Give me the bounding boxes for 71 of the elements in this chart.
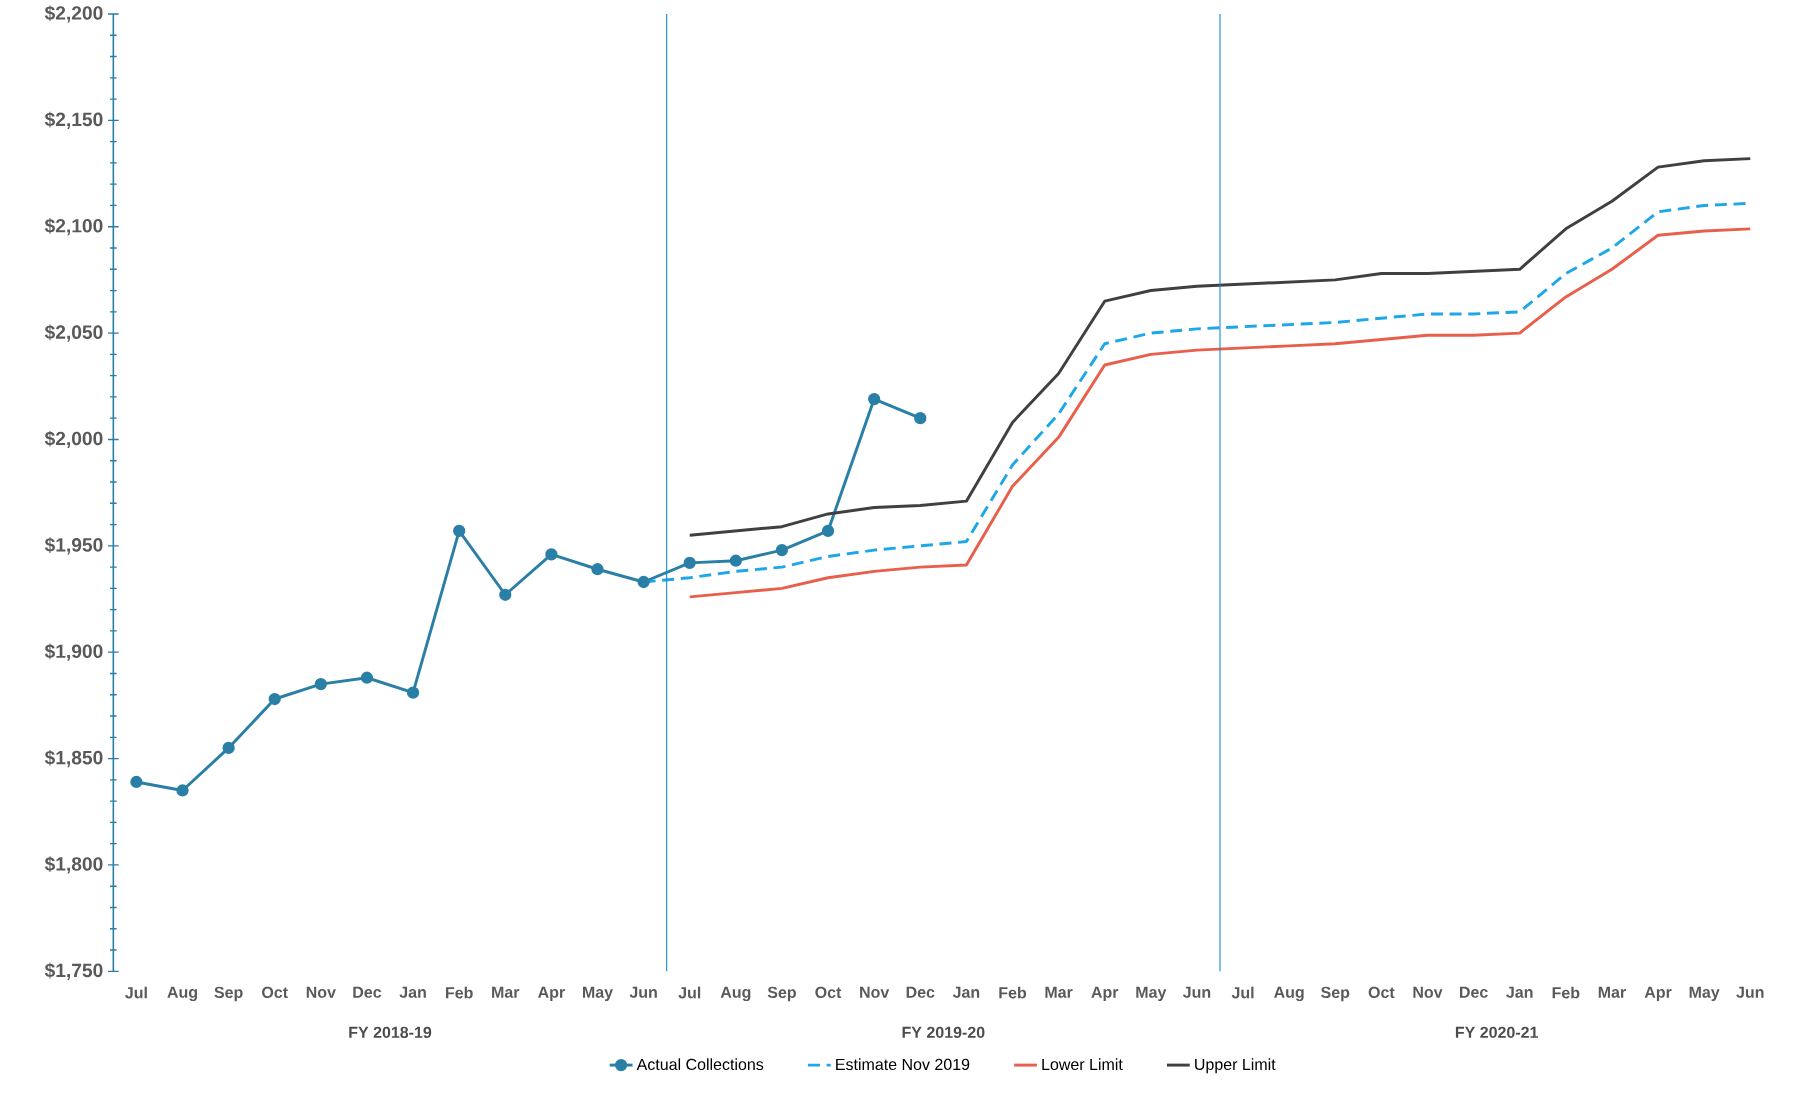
y-tick-label: $2,200 [44,5,103,23]
x-tick-label: Jul [678,986,701,999]
point [499,588,512,601]
x-tick-label: Sep [767,986,796,1002]
point [637,575,650,589]
x-tick-label: Oct [815,986,842,999]
y-tick-label: $2,050 [44,324,103,342]
x-tick-label: Jan [399,986,426,998]
x-tick-label: Jun [1182,986,1211,998]
point [591,563,604,576]
x-tick-label: Jun [1736,986,1764,998]
x-tick-label: Jul [1231,986,1254,999]
legend-label: Actual Collections [636,1058,764,1071]
point [868,392,881,406]
x-tick-label: Feb [999,986,1027,999]
y-tick-label: $2,000 [44,430,103,449]
x-tick-label: May [583,986,613,1002]
text: FY 2020-21 [1455,1026,1538,1039]
x-tick-label: Mar [492,986,520,998]
point [821,524,835,538]
x-tick-label: Jan [1506,986,1533,998]
x-tick-label: Aug [720,986,751,1002]
legend-label: Upper Limit [1195,1058,1276,1074]
point [775,543,789,557]
x-tick-label: Feb [446,986,473,999]
x-tick-label: Apr [1644,986,1672,1002]
point [176,784,189,797]
x-tick-label: Mar [1045,986,1073,998]
x-tick-label: Aug [1274,986,1304,1002]
x-tick-label: Aug [167,986,197,1002]
y-tick-label: $2,100 [44,218,103,236]
point [222,741,235,755]
point [314,677,327,691]
x-tick-label: Sep [214,986,243,1002]
x-tick-label: Dec [353,986,382,998]
x-tick-label: May [1689,986,1720,1002]
text: FY 2018-19 [349,1026,432,1039]
point [545,548,558,561]
x-tick-label: Jun [629,986,657,998]
text: FY 2019-20 [902,1026,985,1039]
x-tick-label: Nov [1413,986,1443,998]
point [729,554,742,567]
x-tick-label: Dec [906,986,935,998]
y-tick-label: $1,850 [44,749,103,768]
x-tick-label: Nov [860,986,890,998]
point [406,686,420,699]
y-tick-label: $1,800 [44,856,103,874]
point [453,524,466,538]
legend-label: Estimate Nov 2019 [836,1058,970,1071]
x-tick-label: Nov [306,986,336,998]
y-tick-label: $2,150 [44,111,103,129]
x-tick-label: Apr [1091,986,1119,1002]
x-tick-label: Jul [125,986,147,999]
x-tick-label: Jan [952,986,980,998]
x-tick-label: Mar [1598,986,1626,998]
x-tick-label: Apr [538,986,565,1002]
legend-label: Lower Limit [1042,1058,1123,1071]
x-tick-label: Oct [262,986,288,999]
y-tick-label: $1,900 [44,643,103,661]
x-tick-label: Dec [1459,986,1488,998]
point [683,556,696,569]
x-tick-label: Feb [1552,986,1580,999]
point [914,412,927,425]
point [360,671,374,684]
y-tick-label: $1,750 [44,962,103,980]
point [268,692,281,706]
x-tick-label: May [1136,986,1167,1002]
x-tick-label: Sep [1321,986,1350,1002]
x-tick-label: Oct [1368,986,1395,999]
point [130,775,143,789]
y-tick-label: $1,950 [44,537,103,555]
